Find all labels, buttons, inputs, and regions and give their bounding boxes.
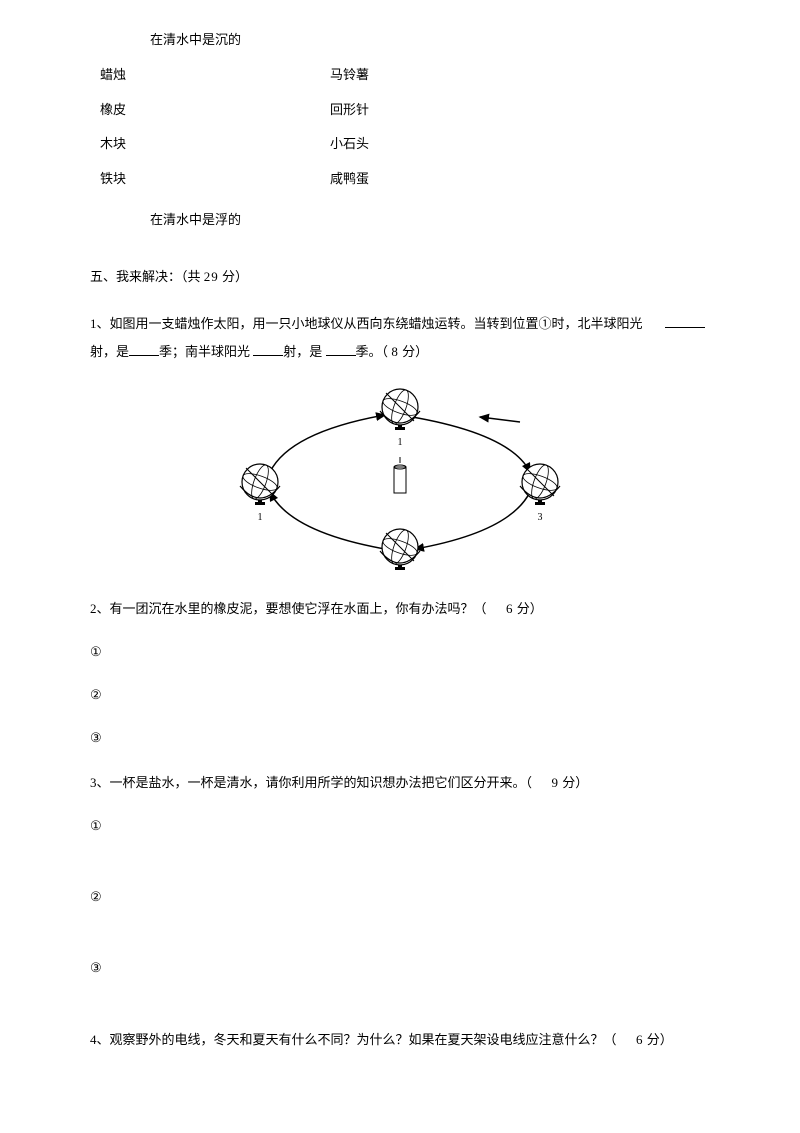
q2-text-a: 2、有一团沉在水里的橡皮泥，要想使它浮在水面上，你有办法吗？（	[90, 601, 487, 616]
q1-points: 8	[391, 344, 399, 359]
q3-answer-2[interactable]: ②	[90, 887, 730, 908]
sink-heading: 在清水中是沉的	[150, 30, 730, 51]
q3-text-a: 3、一杯是盐水，一杯是清水，请你利用所学的知识想办法把它们区分开来。（	[90, 775, 532, 790]
section-points: 29	[204, 269, 219, 284]
item-row: 橡皮 回形针	[100, 100, 730, 121]
float-heading: 在清水中是浮的	[150, 210, 730, 231]
blank-input[interactable]	[326, 342, 356, 356]
item-candle: 蜡烛	[100, 65, 330, 86]
section-title-suffix: 分）	[222, 269, 248, 284]
q2-points: 6	[506, 601, 514, 616]
q3-answer-1[interactable]: ①	[90, 816, 730, 837]
item-grid: 蜡烛 马铃薯 橡皮 回形针 木块 小石头 铁块 咸鸭蛋	[100, 65, 730, 190]
item-paperclip: 回形针	[330, 100, 369, 121]
section-title-prefix: 五、我来解决：（共	[90, 269, 201, 284]
q1-text2e: 分）	[399, 344, 428, 359]
q2-answer-1[interactable]: ①	[90, 642, 730, 663]
blank-input[interactable]	[253, 342, 283, 356]
q1-text2b: 季；南半球阳光	[159, 344, 250, 359]
svg-text:1: 1	[258, 512, 263, 523]
item-wood: 木块	[100, 134, 330, 155]
item-stone: 小石头	[330, 134, 369, 155]
question-4: 4、观察野外的电线，冬天和夏天有什么不同？为什么？如果在夏天架设电线应注意什么？…	[90, 1028, 730, 1051]
blank-input[interactable]	[665, 314, 705, 328]
item-row: 铁块 咸鸭蛋	[100, 169, 730, 190]
q1-text2a: 射，是	[90, 344, 129, 359]
blank-input[interactable]	[129, 342, 159, 356]
item-potato: 马铃薯	[330, 65, 369, 86]
globe-orbit-diagram: 1 3	[220, 377, 580, 577]
svg-text:3: 3	[538, 512, 543, 523]
svg-text:1: 1	[398, 437, 403, 448]
item-egg: 咸鸭蛋	[330, 169, 369, 190]
q1-text2c: 射，是	[283, 344, 322, 359]
q3-points: 9	[552, 775, 560, 790]
q3-text-b: 分）	[559, 775, 588, 790]
question-3: 3、一杯是盐水，一杯是清水，请你利用所学的知识想办法把它们区分开来。（ 9 分）	[90, 771, 730, 794]
q1-text2d: 季。（	[356, 344, 389, 359]
q4-text-a: 4、观察野外的电线，冬天和夏天有什么不同？为什么？如果在夏天架设电线应注意什么？…	[90, 1032, 617, 1047]
question-2: 2、有一团沉在水里的橡皮泥，要想使它浮在水面上，你有办法吗？（ 6 分）	[90, 597, 730, 620]
q2-answer-3[interactable]: ③	[90, 728, 730, 749]
item-row: 蜡烛 马铃薯	[100, 65, 730, 86]
item-row: 木块 小石头	[100, 134, 730, 155]
section-5-title: 五、我来解决：（共 29 分）	[90, 267, 730, 288]
q3-answer-3[interactable]: ③	[90, 958, 730, 979]
q2-answer-2[interactable]: ②	[90, 685, 730, 706]
q4-points: 6	[636, 1032, 644, 1047]
q2-text-b: 分）	[514, 601, 543, 616]
q1-text-prefix: 1、如图用一支蜡烛作太阳，用一只小地球仪从西向东绕蜡烛运转。当转到位置①时，北半…	[90, 316, 643, 331]
q4-text-b: 分）	[644, 1032, 673, 1047]
question-1: 1、如图用一支蜡烛作太阳，用一只小地球仪从西向东绕蜡烛运转。当转到位置①时，北半…	[90, 310, 730, 367]
item-iron: 铁块	[100, 169, 330, 190]
item-eraser: 橡皮	[100, 100, 330, 121]
